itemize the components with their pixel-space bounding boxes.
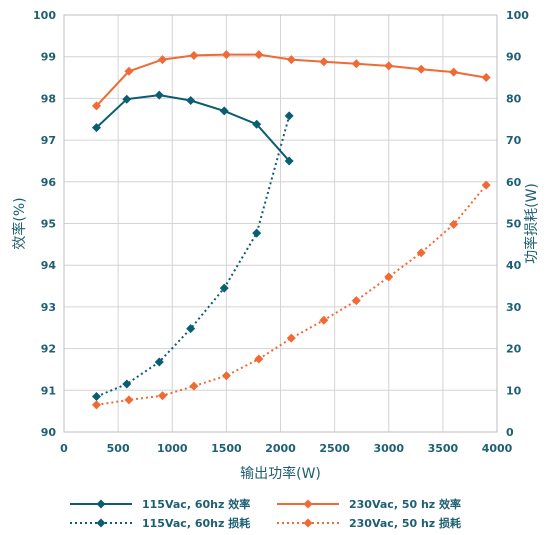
y-right-tick-label: 50 (506, 218, 522, 231)
series-line (96, 184, 487, 406)
data-point (91, 123, 101, 133)
y-left-tick-label: 99 (41, 51, 56, 64)
data-point (219, 106, 229, 116)
x-tick-label: 2500 (319, 442, 350, 455)
series (91, 50, 491, 410)
y-left-tick-label: 94 (41, 259, 57, 272)
series-1 (91, 111, 294, 402)
y-left-tick-label: 97 (41, 134, 56, 147)
legend: 115Vac, 60hz 效率 115Vac, 60hz 损耗 230Vac, 50… (70, 497, 461, 530)
data-point (91, 400, 101, 410)
legend-item: 230Vac, 50 hz 效率 (277, 497, 461, 511)
tick-labels: 0 500 1000 1500 2000 2500 3000 3500 400090919293… (33, 9, 529, 455)
y-axis-right-title: 功率损耗(W) (523, 183, 540, 264)
data-point (319, 57, 329, 67)
data-point (286, 55, 296, 65)
x-tick-label: 2000 (265, 442, 296, 455)
y-right-tick-label: 40 (506, 259, 522, 272)
data-point (481, 73, 491, 83)
x-tick-label: 4000 (482, 442, 513, 455)
legend-label: 115Vac, 60hz 损耗 (142, 516, 250, 530)
y-right-tick-label: 20 (506, 343, 522, 356)
y-left-tick-label: 93 (41, 301, 56, 314)
y-right-tick-label: 60 (506, 176, 522, 189)
data-point (221, 50, 231, 60)
data-point (124, 66, 134, 76)
y-left-tick-label: 98 (41, 92, 56, 105)
data-point (284, 111, 294, 121)
legend-marker (303, 518, 313, 528)
x-tick-label: 3500 (428, 442, 459, 455)
data-point (286, 333, 296, 343)
y-left-tick-label: 95 (41, 218, 56, 231)
series-line (95, 94, 290, 162)
y-right-tick-label: 80 (506, 92, 522, 105)
data-point (122, 94, 132, 104)
y-left-tick-label: 96 (41, 176, 57, 189)
y-left-tick-label: 91 (41, 384, 56, 397)
data-point (416, 248, 426, 258)
y-left-tick-label: 92 (41, 343, 56, 356)
legend-label: 230Vac, 50 hz 损耗 (349, 516, 461, 530)
data-point (284, 156, 294, 166)
x-axis-title: 输出功率(W) (240, 465, 321, 482)
x-tick-label: 3000 (373, 442, 404, 455)
y-right-tick-label: 70 (506, 134, 522, 147)
data-point (154, 90, 164, 100)
legend-marker (303, 499, 313, 509)
data-point (351, 59, 361, 69)
data-point (384, 272, 394, 282)
data-point (254, 50, 264, 60)
legend-item: 115Vac, 60hz 效率 (70, 497, 250, 511)
series-line (96, 115, 291, 398)
y-right-tick-label: 90 (506, 51, 522, 64)
y-right-tick-label: 30 (506, 301, 522, 314)
legend-marker (96, 499, 106, 509)
plot-frame (63, 14, 498, 433)
data-point (449, 219, 459, 229)
x-tick-label: 0 (60, 442, 68, 455)
legend-marker (96, 518, 106, 528)
data-point (189, 50, 199, 60)
grid (63, 14, 498, 433)
legend-item: 115Vac, 60hz 损耗 (70, 516, 250, 530)
y-right-tick-label: 10 (506, 384, 522, 397)
data-point (158, 391, 168, 401)
legend-label: 230Vac, 50 hz 效率 (349, 497, 461, 511)
x-tick-label: 1000 (157, 442, 188, 455)
data-point (252, 119, 262, 129)
data-point (481, 180, 491, 190)
series-2 (91, 50, 491, 111)
data-point (219, 283, 229, 293)
series-0 (91, 90, 294, 166)
data-point (186, 324, 196, 334)
legend-item: 230Vac, 50 hz 损耗 (277, 516, 461, 530)
y-axis-left-title: 效率(%) (11, 197, 28, 249)
x-tick-label: 1500 (211, 442, 242, 455)
y-left-tick-label: 100 (33, 9, 56, 22)
data-point (416, 64, 426, 74)
data-point (351, 296, 361, 306)
data-point (319, 315, 329, 325)
data-point (254, 354, 264, 364)
data-point (91, 101, 101, 111)
data-point (91, 392, 101, 402)
data-point (122, 379, 132, 389)
data-point (384, 61, 394, 71)
data-point (154, 357, 164, 367)
series-3 (91, 180, 491, 410)
data-point (158, 55, 168, 65)
data-point (449, 67, 459, 77)
y-right-tick-label: 100 (506, 9, 529, 22)
y-right-tick-label: 0 (506, 426, 514, 439)
data-point (124, 395, 134, 405)
x-tick-label: 500 (107, 442, 130, 455)
data-point (189, 381, 199, 391)
data-point (186, 95, 196, 105)
y-left-tick-label: 90 (41, 426, 57, 439)
data-point (221, 371, 231, 381)
data-point (252, 228, 262, 238)
legend-label: 115Vac, 60hz 效率 (142, 497, 250, 511)
